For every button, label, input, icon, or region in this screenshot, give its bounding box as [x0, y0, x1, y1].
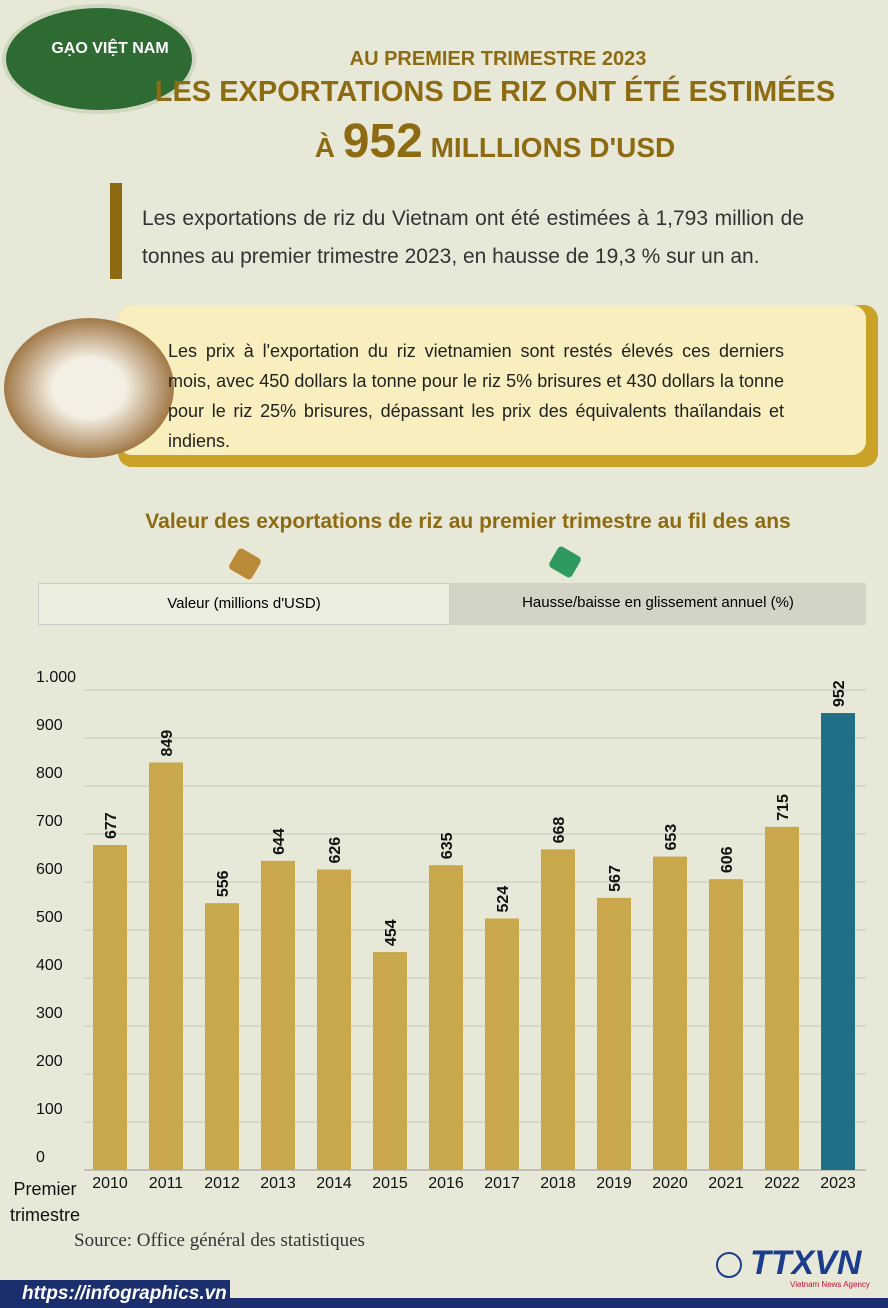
- footer-bar: [0, 1280, 230, 1308]
- footer-stripe: [230, 1298, 888, 1308]
- copyright-icon: [716, 1252, 742, 1278]
- y-tick-label: 500: [36, 909, 63, 926]
- x-tick-label: 2011: [149, 1175, 184, 1192]
- y-tick-label: 400: [36, 957, 63, 974]
- value-label: 677: [103, 812, 120, 839]
- y-tick-label: 300: [36, 1005, 63, 1022]
- y-tick-label: 0: [36, 1149, 45, 1166]
- kicker: AU PREMIER TRIMESTRE 2023: [349, 48, 647, 70]
- brand-sub: Vietnam News Agency: [790, 1280, 870, 1289]
- title-suffix: MILLLIONS D'USD: [430, 132, 676, 163]
- x-tick-label: 2014: [316, 1175, 352, 1192]
- value-label: 952: [831, 680, 848, 707]
- logo: GẠO VIỆT NAM: [2, 4, 196, 114]
- x-tick-label: 2021: [708, 1175, 744, 1192]
- value-label: 644: [271, 828, 288, 855]
- bar: [205, 903, 239, 1170]
- tab[interactable]: Hausse/baisse en glissement annuel (%): [450, 583, 866, 625]
- y-tick-label: 100: [36, 1101, 63, 1118]
- rice-bag: [4, 318, 174, 458]
- bar: [261, 860, 295, 1170]
- bar: [149, 762, 183, 1170]
- pointer-icon: [227, 547, 263, 581]
- x-tick-label: 2023: [820, 1175, 856, 1192]
- bar: [597, 897, 631, 1170]
- bar: [373, 952, 407, 1170]
- y-tick-label: 700: [36, 813, 63, 830]
- footer-url[interactable]: https://infographics.vn: [22, 1283, 227, 1304]
- value-label: 454: [383, 919, 400, 946]
- title-line2: À 952 MILLLIONS D'USD: [140, 114, 850, 169]
- x-tick-label: 2020: [652, 1175, 688, 1192]
- chart: 0 100 200 300 400 500 600 700 800 900 1.000 2010 677…: [36, 669, 866, 1192]
- brand: TTXVN: [750, 1244, 862, 1282]
- value-label: 653: [663, 824, 680, 851]
- title: LES EXPORTATIONS DE RIZ ONT ÉTÉ ESTIMÉES: [154, 76, 836, 108]
- bar: [653, 856, 687, 1170]
- tab-active[interactable]: Valeur (millions d'USD): [38, 583, 450, 625]
- value-label: 567: [607, 865, 624, 892]
- x-tick-label: 2017: [484, 1175, 520, 1192]
- bar: [765, 826, 799, 1170]
- y-tick-label: 200: [36, 1053, 63, 1070]
- chart-title: Valeur des exportations de riz au premie…: [145, 510, 791, 533]
- value-label: 524: [495, 886, 512, 913]
- title-prefix: À: [314, 132, 335, 163]
- note-text: Les prix à l'exportation du riz vietnami…: [168, 341, 784, 451]
- value-label: 626: [327, 837, 344, 864]
- value-label: 849: [159, 730, 176, 757]
- value-label: 668: [551, 817, 568, 844]
- bar: [485, 918, 519, 1170]
- y-tick-label: 1.000: [36, 669, 76, 686]
- bar: [93, 845, 127, 1170]
- x-tick-label: 2015: [372, 1175, 408, 1192]
- paragraph: Les exportations de riz du Vietnam ont é…: [142, 207, 804, 268]
- y-tick-label: 900: [36, 717, 63, 734]
- x-tick-label: 2018: [540, 1175, 576, 1192]
- value-label: 635: [439, 832, 456, 859]
- y-tick-label: 800: [36, 765, 63, 782]
- pointer-icon: [547, 545, 583, 579]
- source: Source: Office général des statistiques: [74, 1230, 365, 1251]
- value-label: 606: [719, 846, 736, 873]
- y-tick-label: 600: [36, 861, 63, 878]
- x-tick-label: 2013: [260, 1175, 296, 1192]
- title-number: 952: [342, 115, 423, 168]
- x-axis-label: Premier trimestre: [9, 1179, 80, 1225]
- value-label: 556: [215, 870, 232, 897]
- logo-text: GẠO VIỆT NAM: [51, 40, 169, 57]
- note-box: [118, 305, 866, 455]
- x-tick-label: 2019: [596, 1175, 632, 1192]
- bar: [541, 849, 575, 1170]
- value-label: 715: [775, 794, 792, 821]
- accent-bar: [110, 183, 122, 279]
- bar: [317, 869, 351, 1170]
- bar: [429, 865, 463, 1170]
- bar: [709, 879, 743, 1170]
- x-tick-label: 2012: [204, 1175, 240, 1192]
- bar: [821, 713, 855, 1170]
- x-tick-label: 2022: [764, 1175, 800, 1192]
- x-tick-label: 2010: [92, 1175, 128, 1192]
- x-tick-label: 2016: [428, 1175, 464, 1192]
